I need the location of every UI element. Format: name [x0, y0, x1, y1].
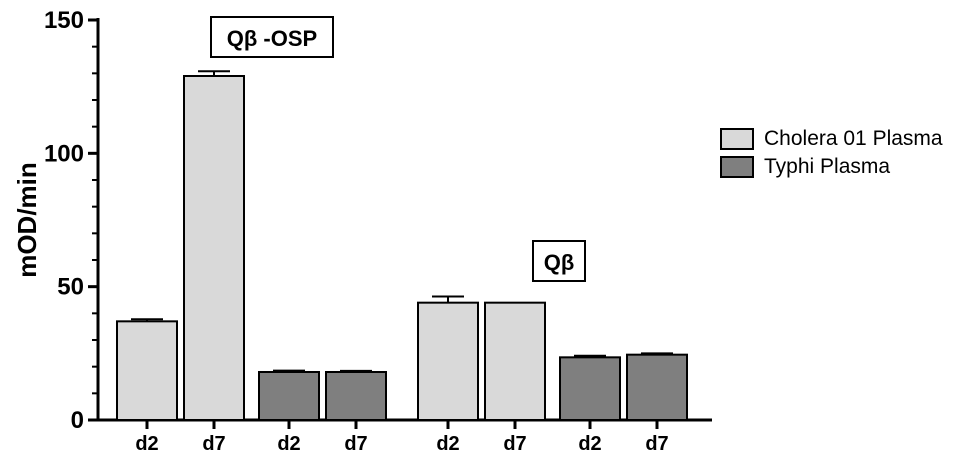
legend-label-typhi: Typhi Plasma [764, 155, 891, 178]
y-tick-label: 50 [57, 274, 84, 301]
y-tick-label: 150 [44, 7, 84, 34]
legend-item-cholera: Cholera 01 Plasma [720, 125, 943, 153]
legend-swatch-cholera [720, 128, 754, 150]
bar-1-0 [417, 301, 479, 421]
legend: Cholera 01 Plasma Typhi Plasma [720, 125, 943, 181]
group-label-box [210, 16, 334, 58]
bar-0-0 [116, 320, 178, 422]
legend-label-cholera: Cholera 01 Plasma [764, 127, 943, 150]
x-tick-label: d2 [277, 433, 300, 455]
y-tick-label: 100 [44, 140, 84, 167]
group-label: Qβ [544, 250, 575, 275]
x-tick-label: d7 [344, 433, 367, 455]
x-tick-label: d2 [578, 433, 601, 455]
group-label: Qβ -OSP [227, 26, 317, 51]
bar-1-3 [626, 353, 688, 421]
y-axis-title: mOD/min [12, 162, 42, 278]
legend-swatch-typhi [720, 156, 754, 178]
group-label-box [532, 240, 586, 282]
bar-1-2 [559, 356, 621, 422]
bar-0-3 [325, 371, 387, 421]
legend-item-typhi: Typhi Plasma [720, 153, 943, 181]
x-tick-label: d7 [503, 433, 526, 455]
bar-0-2 [258, 371, 320, 421]
x-tick-label: d7 [645, 433, 668, 455]
x-tick-label: d7 [202, 433, 225, 455]
bar-0-1 [183, 75, 245, 421]
x-tick-label: d2 [436, 433, 459, 455]
y-tick-label: 0 [71, 407, 84, 434]
x-tick-label: d2 [135, 433, 158, 455]
bar-1-1 [484, 301, 546, 421]
